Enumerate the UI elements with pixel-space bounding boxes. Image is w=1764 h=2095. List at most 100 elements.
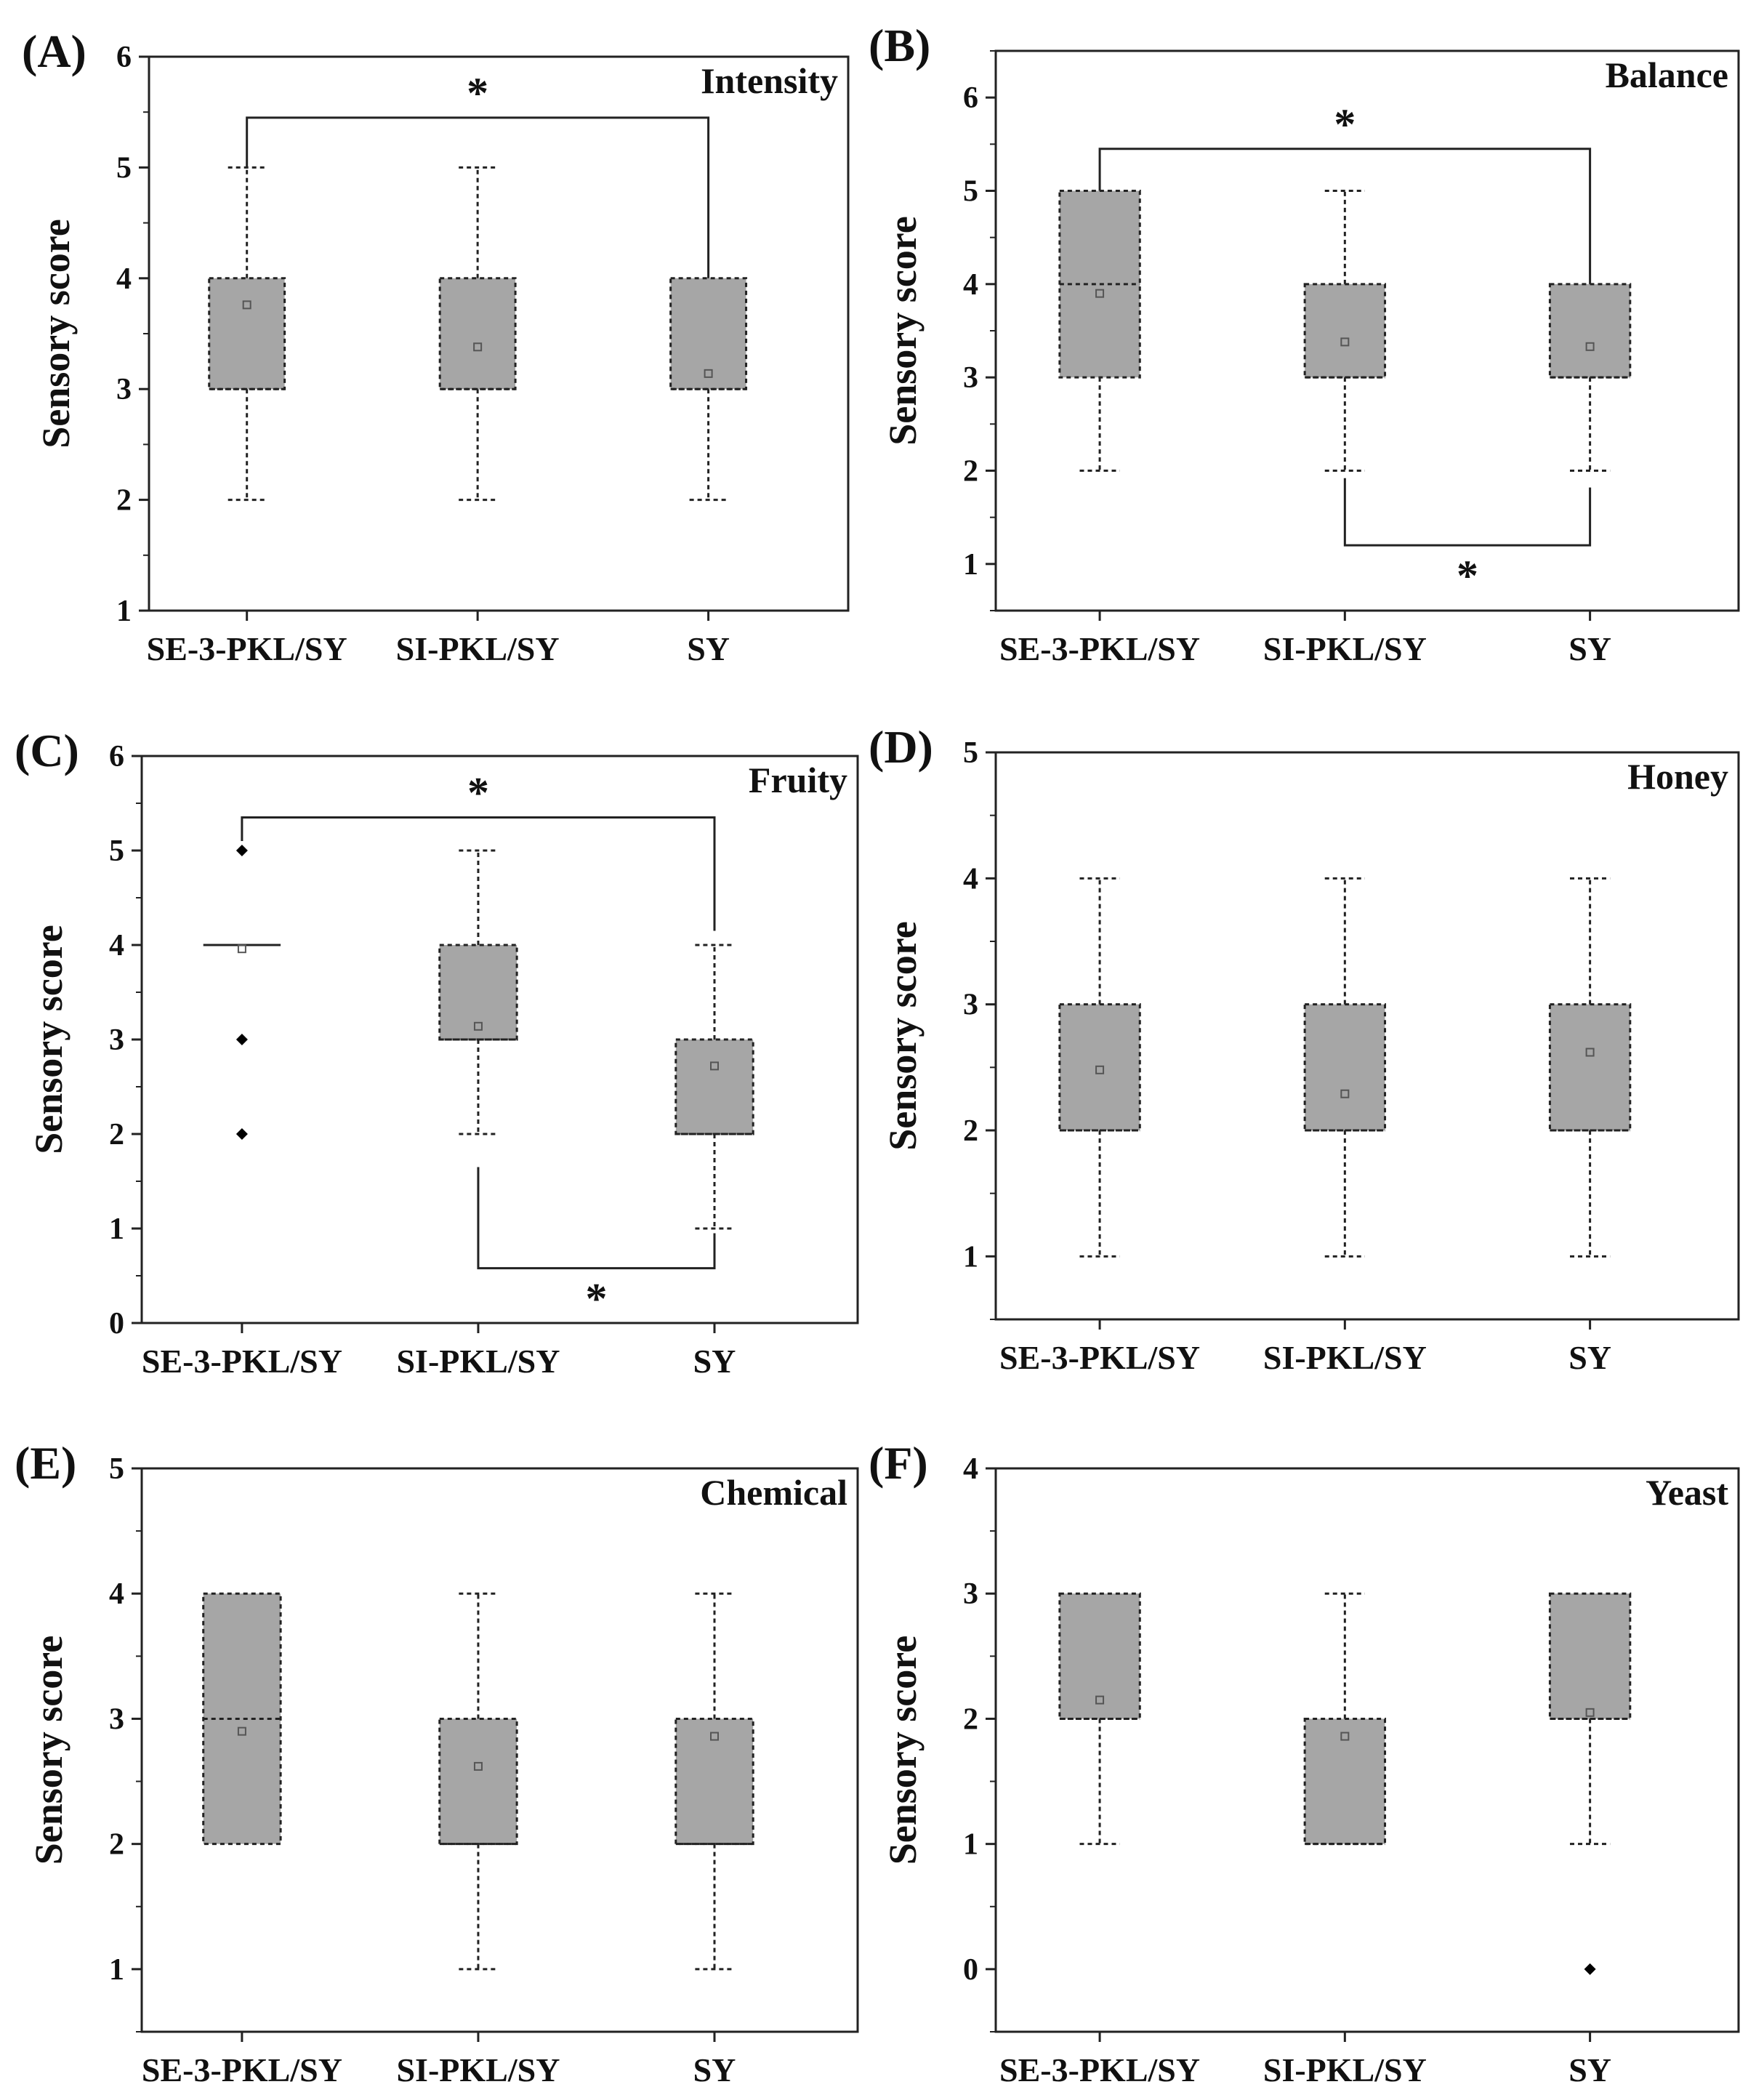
box-body bbox=[1303, 1717, 1387, 1846]
x-category-label: SY bbox=[693, 2051, 736, 2088]
y-tick-label: 2 bbox=[109, 1118, 124, 1151]
panel-e: 1 2 3 4 5 SE-3-PKL/SY SI-PKL/SY SY Sensory score… bbox=[15, 1437, 859, 2088]
panel-title: Intensity bbox=[701, 60, 838, 101]
y-tick-label: 1 bbox=[963, 1828, 978, 1862]
significance-bracket: * bbox=[246, 69, 710, 278]
box-body bbox=[674, 1038, 754, 1135]
box-si-pkl-sy bbox=[1303, 190, 1387, 472]
mean-marker bbox=[1095, 1065, 1105, 1074]
significance-bracket: * bbox=[241, 769, 716, 931]
panel-label: (F) bbox=[869, 1437, 928, 1489]
box-si-pkl-sy bbox=[438, 849, 518, 1135]
y-tick-label: 3 bbox=[109, 1024, 124, 1057]
y-tick-label: 5 bbox=[963, 736, 978, 770]
mean-marker bbox=[473, 1021, 483, 1031]
y-axis-label: Sensory score bbox=[34, 219, 78, 448]
mean-marker bbox=[242, 300, 251, 310]
box-sy bbox=[1548, 1592, 1632, 1975]
y-tick-label: 1 bbox=[109, 1953, 124, 1987]
box-body bbox=[1303, 1003, 1387, 1132]
significance-bracket: * bbox=[477, 1167, 716, 1323]
panel-title: Honey bbox=[1627, 756, 1728, 797]
y-tick-label: 2 bbox=[109, 1828, 124, 1862]
y-tick-label: 0 bbox=[109, 1307, 124, 1340]
panel-title: Yeast bbox=[1646, 1472, 1728, 1513]
plot-frame bbox=[994, 1467, 1740, 2033]
y-tick-label: 6 bbox=[963, 81, 978, 115]
panel-label: (A) bbox=[22, 25, 86, 77]
mean-marker bbox=[1095, 289, 1105, 298]
y-axis-label: Sensory score bbox=[881, 921, 925, 1150]
outlier-point bbox=[235, 845, 248, 856]
box-si-pkl-sy bbox=[438, 166, 517, 502]
box-se-3-pkl-sy bbox=[208, 166, 286, 502]
y-tick-label: 5 bbox=[963, 175, 978, 209]
x-category-label: SI-PKL/SY bbox=[396, 1343, 560, 1380]
x-category-label: SY bbox=[1568, 630, 1611, 667]
x-category-label: SE-3-PKL/SY bbox=[999, 1339, 1200, 1376]
panel-label: (C) bbox=[15, 725, 79, 776]
y-tick-label: 3 bbox=[963, 989, 978, 1022]
y-tick-label: 1 bbox=[963, 548, 978, 582]
mean-marker bbox=[1585, 342, 1595, 351]
significance-line bbox=[1098, 148, 1592, 284]
y-tick-label: 2 bbox=[963, 455, 978, 488]
significance-star: * bbox=[1334, 100, 1356, 148]
box-body bbox=[674, 1717, 754, 1846]
significance-line bbox=[1343, 478, 1592, 547]
y-tick-label: 1 bbox=[109, 1213, 124, 1246]
x-category-label: SE-3-PKL/SY bbox=[999, 2051, 1200, 2088]
y-tick-label: 2 bbox=[116, 484, 132, 518]
box-body bbox=[1303, 283, 1387, 379]
significance-line bbox=[241, 816, 716, 931]
y-axis-label: Sensory score bbox=[27, 1636, 71, 1865]
box-si-pkl-sy bbox=[1303, 1592, 1387, 1846]
box-body bbox=[208, 277, 286, 390]
significance-star: * bbox=[467, 769, 489, 817]
y-tick-label: 4 bbox=[116, 262, 132, 296]
y-tick-label: 3 bbox=[116, 373, 132, 406]
mean-marker bbox=[237, 944, 246, 954]
box-body bbox=[438, 1717, 518, 1846]
y-axis-label: Sensory score bbox=[27, 925, 71, 1154]
panel-label: (D) bbox=[869, 721, 933, 773]
y-tick-label: 5 bbox=[116, 151, 132, 185]
x-category-label: SY bbox=[1568, 2051, 1611, 2088]
mean-marker bbox=[1340, 1732, 1350, 1741]
mean-marker bbox=[704, 369, 713, 378]
box-body bbox=[1548, 1003, 1632, 1132]
y-tick-label: 2 bbox=[963, 1702, 978, 1736]
mean-marker bbox=[1095, 1695, 1105, 1705]
significance-bracket: * bbox=[1343, 478, 1592, 600]
y-tick-label: 4 bbox=[109, 929, 124, 962]
box-sy bbox=[674, 1592, 754, 1971]
x-category-label: SI-PKL/SY bbox=[1263, 2051, 1427, 2088]
box-se-3-pkl-sy bbox=[1058, 190, 1141, 472]
panel-label: (E) bbox=[15, 1437, 76, 1489]
y-tick-label: 0 bbox=[963, 1953, 978, 1987]
mean-marker bbox=[473, 342, 483, 352]
mean-marker bbox=[473, 1761, 483, 1771]
y-tick-label: 4 bbox=[963, 862, 978, 896]
x-category-label: SI-PKL/SY bbox=[1263, 1339, 1427, 1376]
panel-title: Fruity bbox=[749, 760, 847, 800]
mean-marker bbox=[710, 1061, 719, 1071]
outlier-point bbox=[1584, 1963, 1596, 1975]
box-se-3-pkl-sy bbox=[203, 845, 281, 1140]
x-category-label: SI-PKL/SY bbox=[1263, 630, 1427, 667]
box-body bbox=[1548, 283, 1632, 379]
mean-marker bbox=[710, 1732, 719, 1741]
significance-bracket: * bbox=[1098, 100, 1592, 284]
box-sy bbox=[674, 944, 754, 1230]
x-category-label: SE-3-PKL/SY bbox=[147, 630, 347, 667]
significance-star: * bbox=[467, 69, 488, 117]
box-body bbox=[669, 277, 748, 390]
y-tick-label: 5 bbox=[109, 1452, 124, 1486]
y-tick-label: 6 bbox=[109, 740, 124, 773]
y-tick-label: 3 bbox=[963, 1577, 978, 1611]
outlier-point bbox=[235, 1034, 248, 1045]
y-tick-label: 4 bbox=[963, 1452, 978, 1486]
y-axis-label: Sensory score bbox=[881, 1636, 925, 1865]
box-se-3-pkl-sy bbox=[202, 1592, 282, 1846]
